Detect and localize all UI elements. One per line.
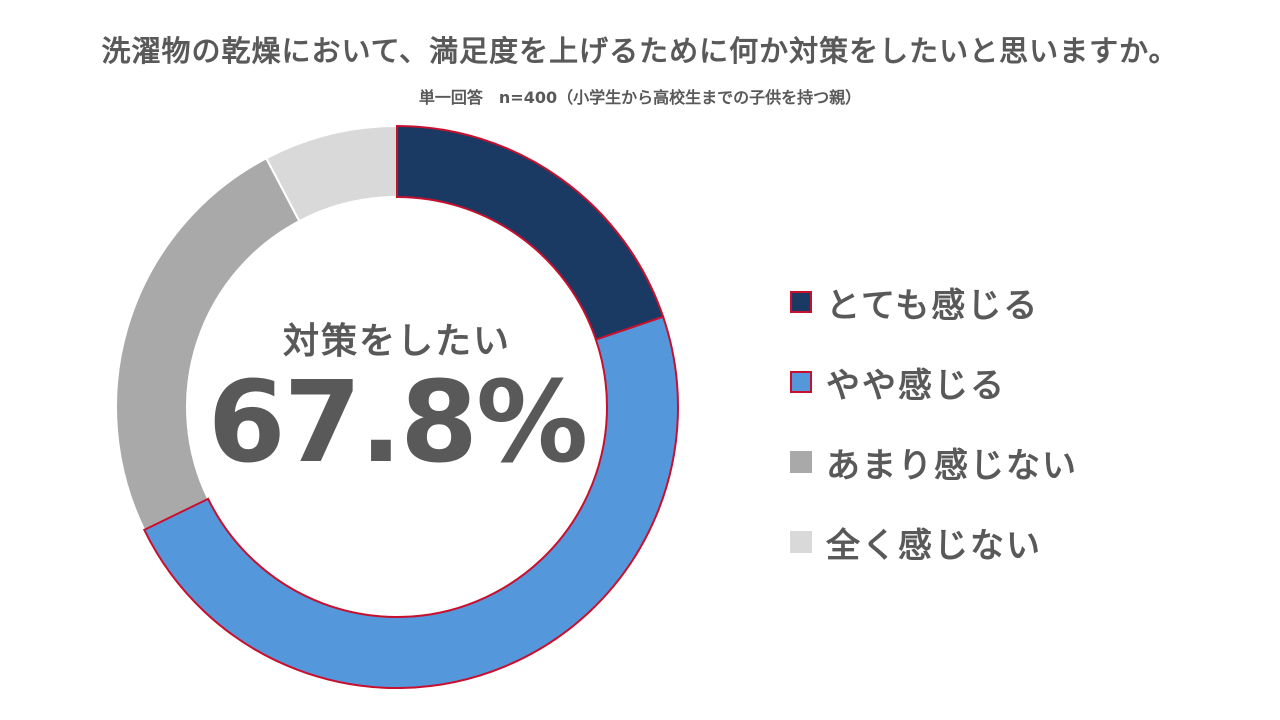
- legend-item-3: 全く感じない: [790, 502, 1078, 582]
- legend-label-3: 全く感じない: [826, 525, 1042, 566]
- center-label: 対策をしたい: [282, 321, 511, 362]
- legend-label-2: あまり感じない: [826, 445, 1078, 486]
- center-value: 67.8%: [207, 358, 589, 488]
- legend-swatch-3: [790, 531, 812, 553]
- legend-item-0: とても感じる: [790, 262, 1078, 342]
- legend-item-2: あまり感じない: [790, 422, 1078, 502]
- donut-slice-1: [142, 315, 679, 689]
- legend-swatch-0: [790, 291, 812, 313]
- donut-slice-0: [396, 124, 665, 341]
- chart-subtitle: 単一回答 n=400（小学生から高校生までの子供を持つ親）: [418, 88, 862, 107]
- chart-title: 洗濯物の乾燥において、満足度を上げるために何か対策をしたいと思いますか。: [101, 34, 1179, 68]
- legend-label-1: やや感じる: [826, 365, 1006, 406]
- legend-swatch-1: [790, 371, 812, 393]
- legend-item-1: やや感じる: [790, 342, 1078, 422]
- legend-label-0: とても感じる: [826, 285, 1040, 326]
- legend: とても感じる やや感じる あまり感じない 全く感じない: [790, 262, 1078, 582]
- donut-chart: [115, 124, 679, 689]
- legend-swatch-2: [790, 451, 812, 473]
